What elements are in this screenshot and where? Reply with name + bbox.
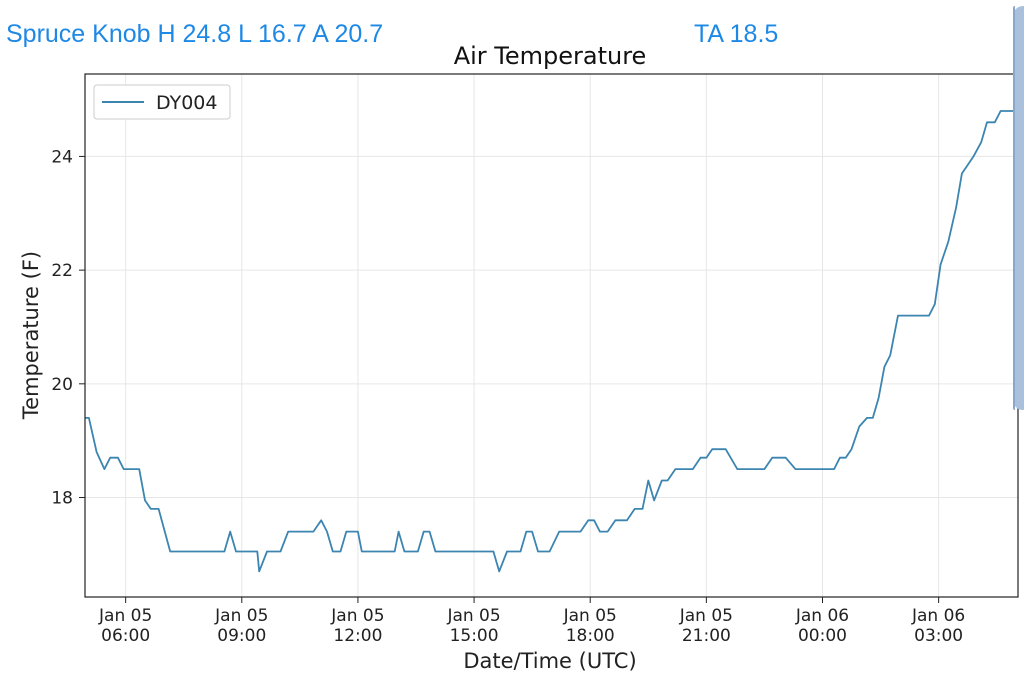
x-tick-label-date: Jan 05 bbox=[330, 606, 384, 626]
legend: DY004 bbox=[93, 84, 231, 120]
x-tick-label-time: 03:00 bbox=[914, 626, 963, 646]
x-tick-label-time: 15:00 bbox=[450, 626, 499, 646]
chart-title: Air Temperature bbox=[453, 42, 647, 70]
x-tick-label-date: Jan 05 bbox=[679, 606, 733, 626]
y-tick-label: 22 bbox=[51, 261, 73, 281]
x-axis-label: Date/Time (UTC) bbox=[463, 649, 636, 673]
ta-readout: TA 18.5 bbox=[694, 20, 779, 48]
x-tick-label-date: Jan 05 bbox=[563, 606, 617, 626]
x-tick-label-date: Jan 05 bbox=[214, 606, 268, 626]
x-tick-label-date: Jan 05 bbox=[98, 606, 152, 626]
x-tick-label-date: Jan 06 bbox=[795, 606, 849, 626]
x-tick-label-date: Jan 05 bbox=[446, 606, 500, 626]
legend-label-dy004: DY004 bbox=[156, 92, 217, 114]
grid-layer bbox=[85, 74, 1018, 597]
x-tick-label-time: 18:00 bbox=[566, 626, 615, 646]
y-axis-label: Temperature (F) bbox=[19, 251, 43, 420]
x-tick-label-time: 06:00 bbox=[101, 626, 150, 646]
x-tick-label-date: Jan 06 bbox=[911, 606, 965, 626]
legend-box bbox=[93, 84, 231, 120]
plot-frame bbox=[84, 73, 1019, 598]
y-tick-label: 18 bbox=[51, 489, 73, 509]
x-tick-label-time: 09:00 bbox=[217, 626, 266, 646]
x-tick-label-time: 21:00 bbox=[682, 626, 731, 646]
x-tick-label-time: 12:00 bbox=[333, 626, 382, 646]
y-tick-label: 24 bbox=[51, 147, 73, 167]
series-line-dy004 bbox=[85, 99, 1019, 573]
series-layer bbox=[85, 99, 1019, 573]
x-tick-label-time: 00:00 bbox=[798, 626, 847, 646]
station-summary: Spruce Knob H 24.8 L 16.7 A 20.7 bbox=[6, 20, 384, 48]
scroll-handle[interactable] bbox=[1013, 6, 1024, 410]
y-tick-label: 20 bbox=[51, 375, 73, 395]
